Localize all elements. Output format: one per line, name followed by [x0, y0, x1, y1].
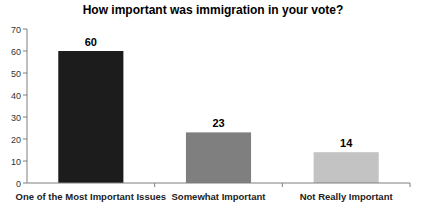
- y-tick: [23, 73, 27, 74]
- y-tick: [23, 161, 27, 162]
- bar: [186, 132, 251, 183]
- y-tick-label: 30: [11, 113, 21, 123]
- chart-container: How important was immigration in your vo…: [0, 0, 426, 215]
- chart-svg: How important was immigration in your vo…: [0, 0, 426, 215]
- title: How important was immigration in your vo…: [83, 3, 344, 17]
- data-label: 14: [340, 137, 353, 149]
- x-tick: [282, 183, 283, 187]
- y-tick: [23, 95, 27, 96]
- x-tick: [154, 183, 155, 187]
- x-axis: [27, 183, 410, 184]
- bar: [58, 51, 123, 183]
- x-tick: [410, 183, 411, 187]
- y-tick-label: 60: [11, 47, 21, 57]
- data-label: 23: [212, 117, 224, 129]
- y-tick: [23, 29, 27, 30]
- y-tick-label: 40: [11, 91, 21, 101]
- y-axis: [27, 29, 28, 183]
- bars: [58, 51, 378, 183]
- y-tick-label: 70: [11, 25, 21, 35]
- y-tick-label: 20: [11, 135, 21, 145]
- y-tick: [23, 51, 27, 52]
- data-label: 60: [85, 36, 97, 48]
- category-label: One of the Most Important Issues: [16, 191, 166, 202]
- y-tick: [23, 139, 27, 140]
- bar: [314, 152, 379, 183]
- category-label: Not Really Important: [300, 191, 394, 202]
- y-tick: [23, 117, 27, 118]
- y-tick-label: 50: [11, 69, 21, 79]
- y-tick-label: 10: [11, 157, 21, 167]
- y-tick: [23, 183, 27, 184]
- category-label: Somewhat Important: [172, 191, 267, 202]
- y-tick-label: 0: [16, 179, 21, 189]
